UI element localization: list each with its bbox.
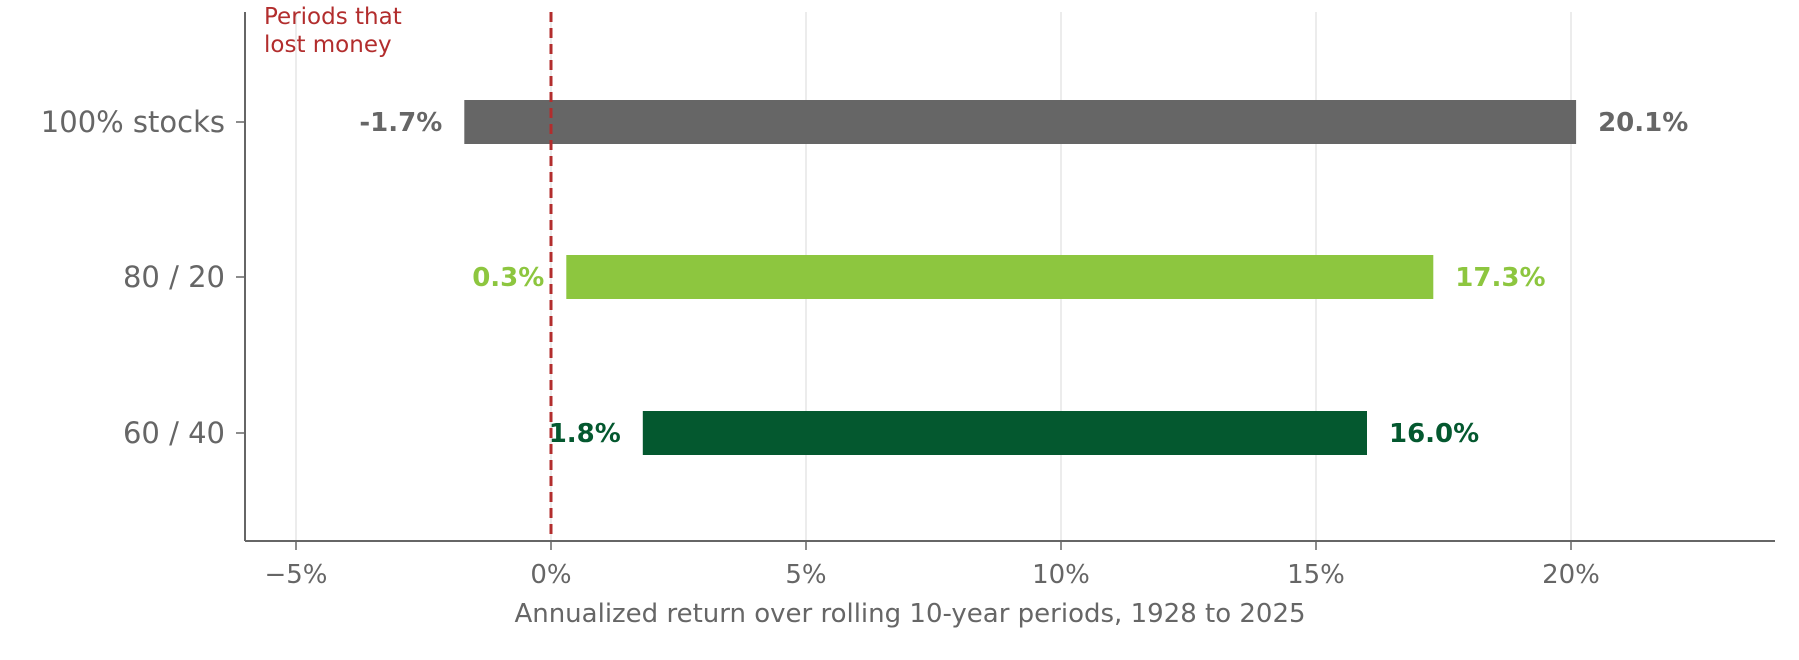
x-tick-label: 5%	[785, 560, 826, 590]
range-bar	[566, 255, 1434, 299]
high-value-label: 17.3%	[1455, 263, 1545, 293]
category-label: 100% stocks	[41, 105, 225, 139]
range-bar	[642, 411, 1367, 455]
category-label: 80 / 20	[123, 260, 225, 294]
low-value-label: 0.3%	[472, 263, 544, 293]
reference-label-line-1: Periods that	[264, 4, 402, 30]
x-tick-label: 15%	[1287, 560, 1345, 590]
reference-label-line-2: lost money	[264, 32, 392, 58]
low-value-label: -1.7%	[359, 108, 442, 138]
x-tick-label: 10%	[1032, 560, 1090, 590]
x-tick-label: −5%	[264, 560, 327, 590]
axes: −5% 0% 5% 10% 15% 20% 100% stocks 80 / 20 60 / 4…	[41, 12, 1775, 590]
high-value-label: 20.1%	[1598, 108, 1688, 138]
range-bar	[464, 100, 1577, 144]
category-label: 60 / 40	[123, 416, 225, 450]
x-axis-title: Annualized return over rolling 10-year p…	[514, 599, 1305, 629]
x-tick-label: 20%	[1542, 560, 1600, 590]
reference-line-group: Periods that lost money	[264, 4, 553, 541]
high-value-label: 16.0%	[1389, 419, 1479, 449]
low-value-label: 1.8%	[549, 419, 621, 449]
range-bars	[464, 100, 1577, 455]
x-tick-label: 0%	[530, 560, 571, 590]
data-labels: -1.7% 20.1% 0.3% 17.3% 1.8% 16.0%	[359, 108, 1688, 449]
